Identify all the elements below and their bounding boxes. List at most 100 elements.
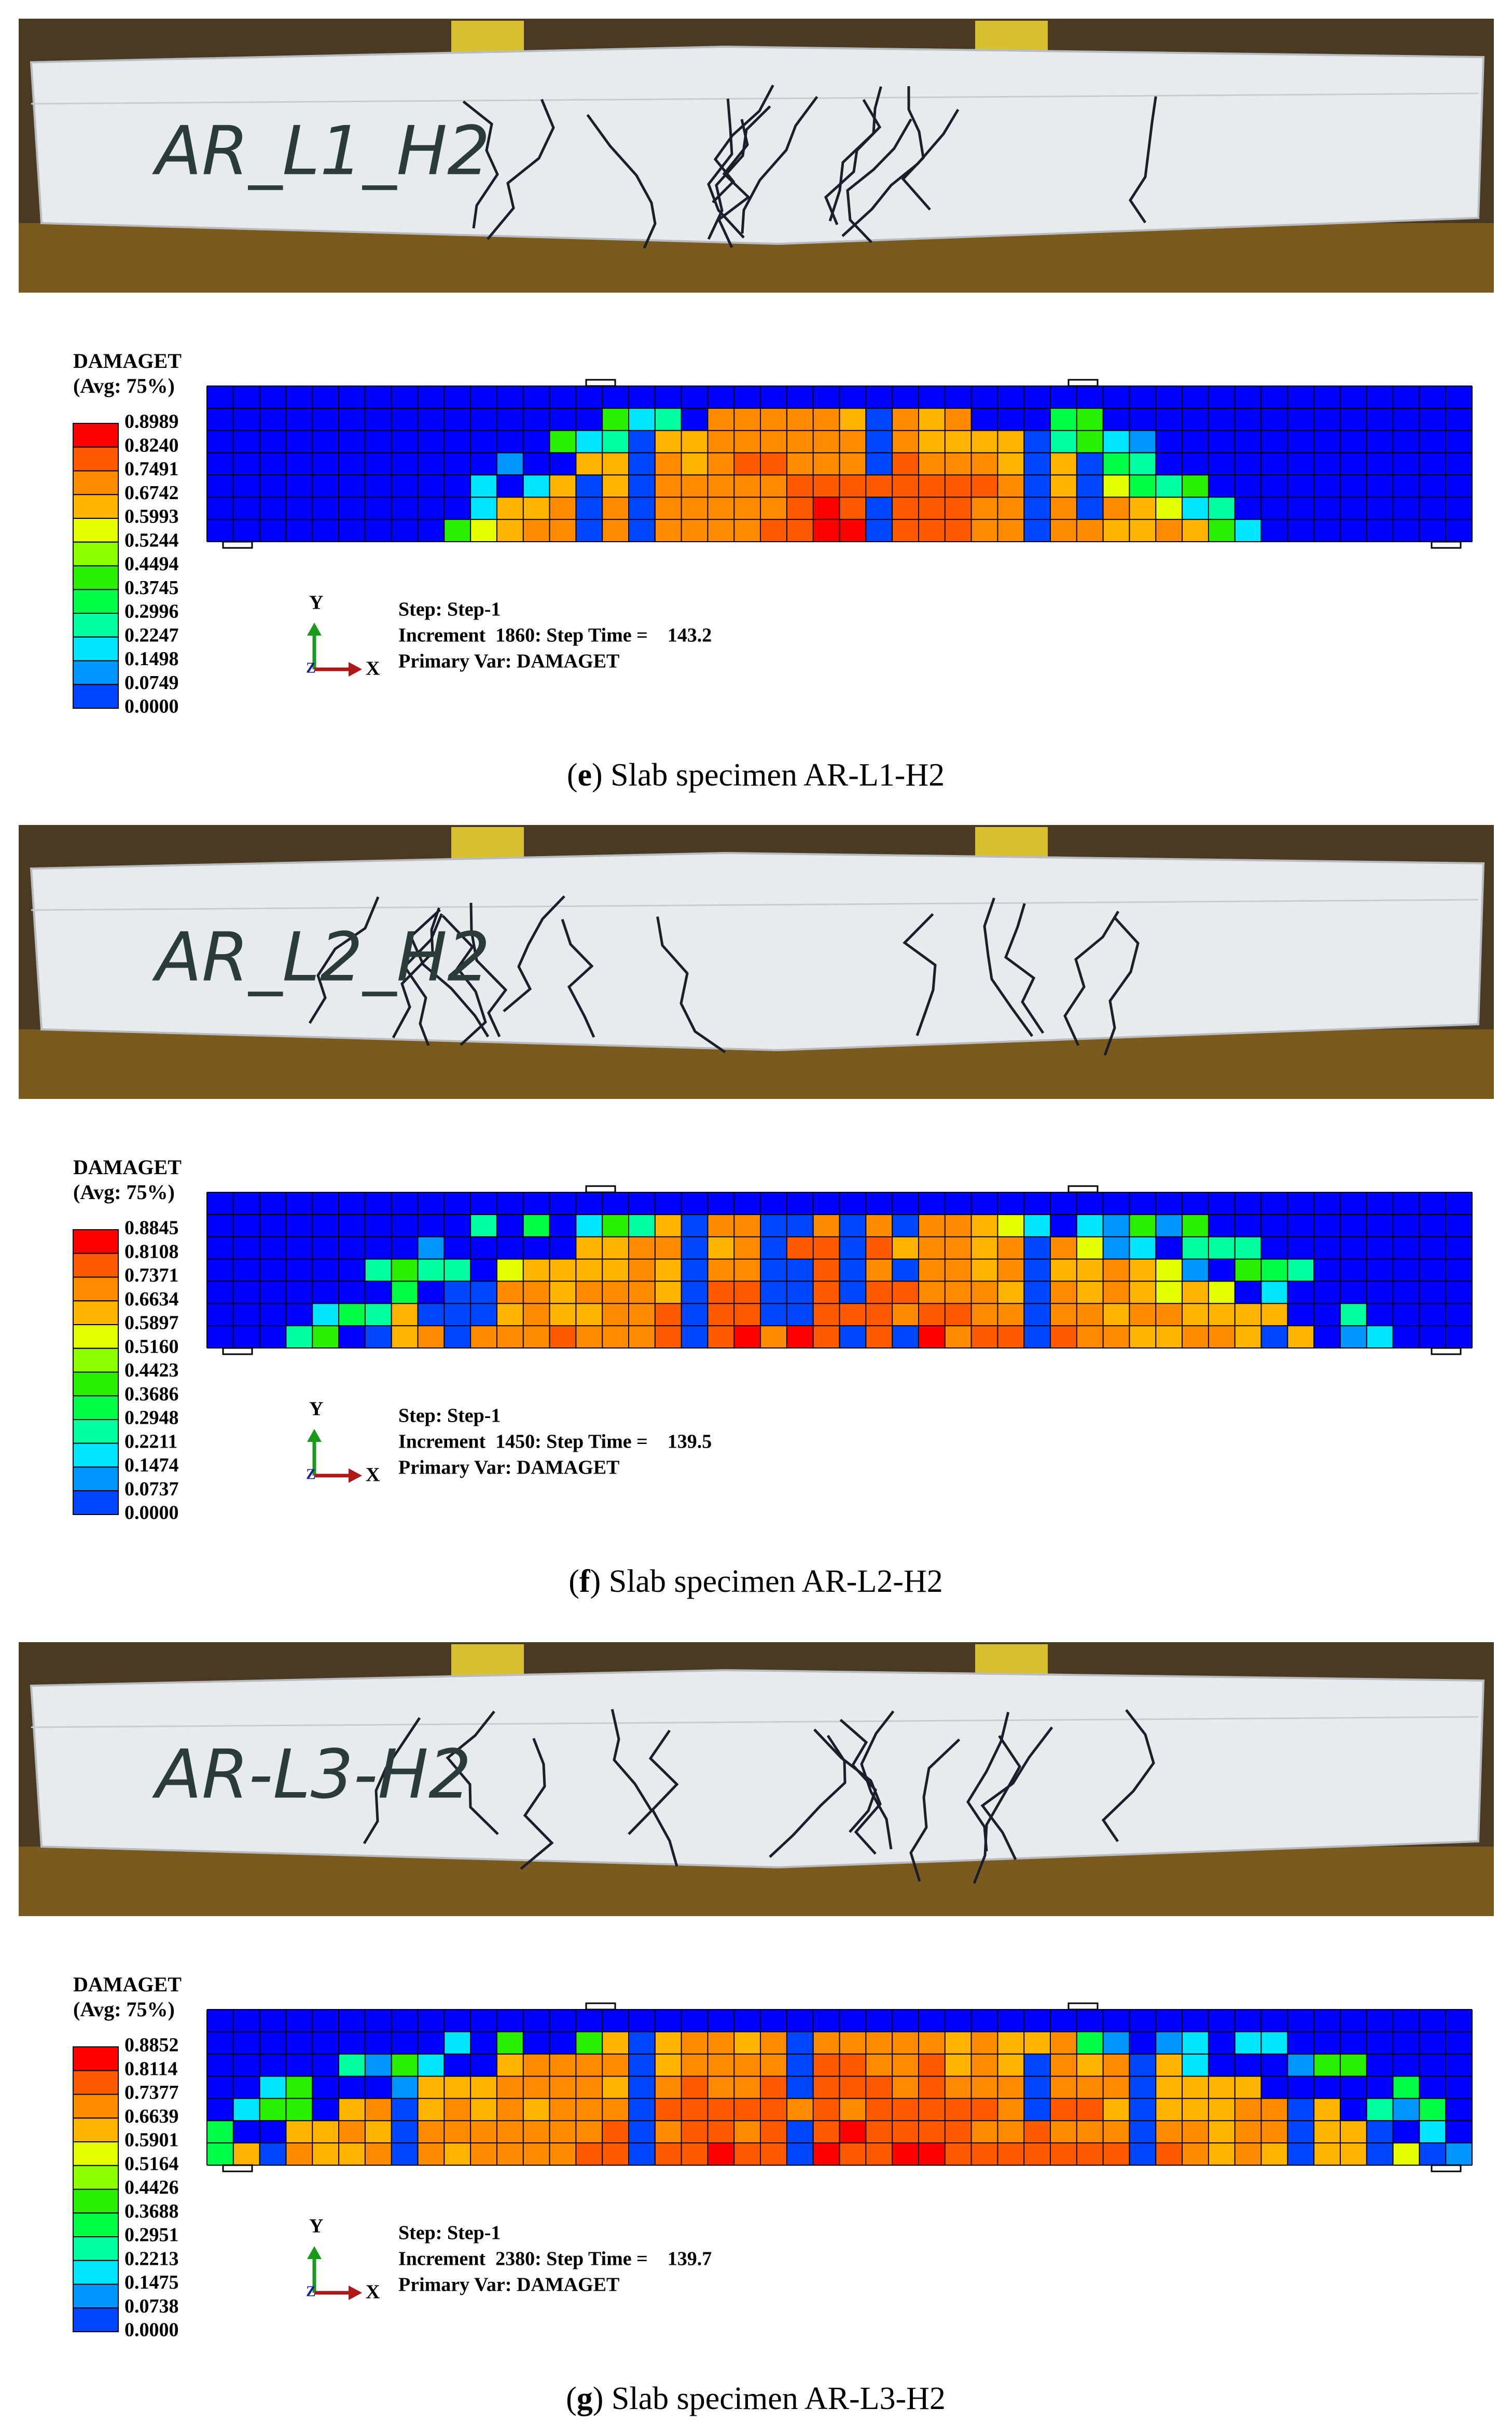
contour-cell — [918, 1236, 946, 1260]
contour-cell — [1050, 1236, 1077, 1260]
contour-cell — [576, 2031, 603, 2055]
step-info: Primary Var: DAMAGET — [398, 651, 619, 672]
contour-cell — [496, 1326, 524, 1348]
legend-value: 0.0737 — [124, 1478, 179, 1500]
contour-cell — [866, 1281, 893, 1304]
contour-cell — [708, 1281, 734, 1304]
contour-cell — [839, 1326, 866, 1348]
contour-cell — [365, 1259, 392, 1282]
contour-cell — [1208, 2098, 1236, 2121]
contour-cell — [259, 2098, 286, 2121]
contour-cell — [444, 2031, 471, 2055]
contour-cell — [1050, 2076, 1077, 2099]
contour-cell — [1156, 1214, 1183, 1237]
contour-cell — [813, 2121, 840, 2143]
contour-cell — [760, 2121, 787, 2143]
legend-value: 0.6639 — [124, 2105, 179, 2127]
contour-cell — [892, 430, 919, 453]
contour-cell — [655, 1214, 682, 1237]
crack — [828, 86, 882, 222]
contour-cell — [444, 1326, 471, 1348]
contour-cell — [1340, 1326, 1367, 1348]
legend-band — [73, 1253, 119, 1278]
contour-cell — [708, 1326, 734, 1348]
contour-cell — [655, 1236, 682, 1260]
caption-paren: ( — [568, 1564, 579, 1599]
contour-cell — [1340, 2054, 1367, 2077]
support — [585, 1185, 616, 1193]
contour-cell — [918, 1303, 946, 1326]
contour-cell — [760, 2031, 787, 2055]
caption-text: ) Slab specimen AR-L2-H2 — [590, 1564, 943, 1599]
contour-cell — [813, 452, 840, 475]
contour-cell — [1024, 2098, 1051, 2121]
legend-value: 0.5244 — [124, 529, 179, 551]
contour-cell — [1024, 452, 1051, 475]
contour-cell — [918, 452, 946, 475]
contour-cell — [286, 2143, 313, 2166]
contour-cell — [470, 497, 497, 520]
legend-band — [73, 684, 119, 709]
legend-band — [73, 2283, 119, 2309]
slab-face-line — [31, 1716, 1479, 1728]
contour-cell — [945, 1303, 972, 1326]
contour-cell — [839, 408, 866, 431]
contour-cell — [918, 2098, 946, 2121]
legend-value: 0.4426 — [124, 2177, 179, 2198]
legend-title: DAMAGET — [73, 1155, 182, 1179]
contour-cell — [655, 1303, 682, 1326]
contour-cell — [391, 2098, 418, 2121]
contour-cell — [391, 1259, 418, 1282]
contour-cell — [496, 2121, 524, 2143]
contour-cell — [496, 2143, 524, 2166]
contour-cell — [549, 2121, 576, 2143]
contour-cell — [576, 1259, 603, 1282]
contour-cell — [1024, 519, 1051, 542]
contour-cell — [207, 2121, 234, 2143]
contour-cell — [760, 475, 787, 498]
contour-cell — [866, 2054, 893, 2077]
legend-band — [73, 2307, 119, 2332]
contour-cell — [391, 1281, 418, 1304]
contour-cell — [971, 2076, 998, 2099]
contour-cell — [470, 519, 497, 542]
legend-band — [73, 2189, 119, 2214]
contour-cell — [918, 1214, 946, 1237]
contour-cell — [892, 2143, 919, 2166]
contour-cell — [892, 475, 919, 498]
support — [1067, 1185, 1099, 1193]
contour-cell — [576, 519, 603, 542]
contour-cell — [470, 1214, 497, 1237]
contour-cell — [892, 2031, 919, 2055]
contour-cell — [1129, 2076, 1156, 2099]
contour-cell — [734, 497, 761, 520]
legend-band — [73, 1466, 119, 1492]
contour-cell — [760, 1303, 787, 1326]
contour-cell — [1234, 1326, 1261, 1348]
contour-cell — [786, 2143, 814, 2166]
contour-cell — [629, 1326, 656, 1348]
contour-cell — [629, 519, 656, 542]
contour-cell — [866, 1259, 893, 1282]
contour-cell — [945, 1281, 972, 1304]
contour-cell — [1076, 1214, 1104, 1237]
contour-cell — [866, 2098, 893, 2121]
contour-cell — [1103, 2076, 1130, 2099]
contour-cell — [576, 2143, 603, 2166]
contour-cell — [839, 452, 866, 475]
contour-cell — [1076, 1259, 1104, 1282]
contour-cell — [655, 2143, 682, 2166]
legend-band — [73, 1442, 119, 1468]
contour-cell — [1024, 2121, 1051, 2143]
contour-cell — [681, 430, 708, 453]
contour-cell — [523, 2121, 550, 2143]
contour-cell — [655, 2098, 682, 2121]
caption-letter: g — [577, 2381, 593, 2416]
contour-cell — [1024, 1236, 1051, 1260]
contour-cell — [734, 1303, 761, 1326]
contour-cell — [945, 2054, 972, 2077]
contour-cell — [945, 1214, 972, 1237]
contour-cell — [549, 475, 576, 498]
contour-cell — [629, 1303, 656, 1326]
contour-cell — [655, 1281, 682, 1304]
